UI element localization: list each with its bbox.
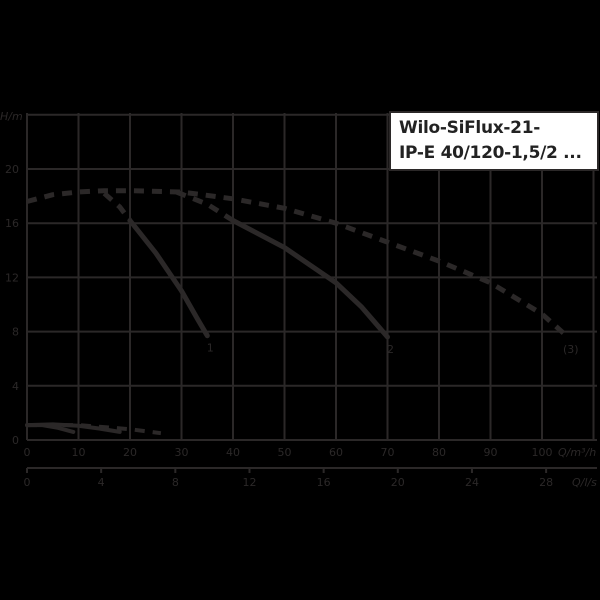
product-title-line2: IP-E 40/120-1,5/2 ... — [399, 141, 589, 166]
curve-label: (3) — [563, 343, 579, 356]
y-axis-label: H/m — [0, 110, 23, 123]
x2-tick-label: 4 — [98, 476, 105, 489]
x-tick-label: 30 — [175, 446, 189, 459]
y-tick-label: 12 — [5, 271, 19, 284]
x-tick-label: 90 — [484, 446, 498, 459]
x-tick-label: 0 — [24, 446, 31, 459]
x-axis-label: Q/m³/h — [558, 446, 596, 459]
x-tick-label: 50 — [278, 446, 292, 459]
x2-tick-label: 8 — [172, 476, 179, 489]
curve-1-dashed — [104, 193, 130, 220]
y-tick-label: 16 — [5, 217, 19, 230]
x-tick-label: 60 — [329, 446, 343, 459]
x2-tick-label: 20 — [391, 476, 405, 489]
x2-tick-label: 16 — [317, 476, 331, 489]
x-tick-label: 80 — [432, 446, 446, 459]
x2-tick-label: 24 — [465, 476, 479, 489]
curve-(3) — [27, 191, 568, 337]
y-tick-label: 0 — [12, 434, 19, 447]
performance-curves — [27, 191, 568, 434]
curve-labels: 1 2 (3) — [207, 342, 579, 356]
product-title-box: Wilo-SiFlux-21- IP-E 40/120-1,5/2 ... — [389, 111, 599, 171]
y-tick-label: 4 — [12, 380, 19, 393]
x2-tick-label: 28 — [539, 476, 553, 489]
x-tick-label: 20 — [123, 446, 137, 459]
x-tick-label: 40 — [226, 446, 240, 459]
x2-axis-label: Q/l/s — [572, 476, 597, 489]
product-title-line1: Wilo-SiFlux-21- — [399, 116, 589, 141]
y-tick-label: 8 — [12, 326, 19, 339]
x-tick-label: 100 — [532, 446, 553, 459]
x-tick-label: 10 — [72, 446, 86, 459]
pump-curve-chart: 048121620H/m0102030405060708090100Q/m³/h… — [0, 0, 600, 600]
x2-tick-label: 0 — [24, 476, 31, 489]
x-tick-label: 70 — [381, 446, 395, 459]
curve-label: 1 — [207, 342, 214, 355]
x2-tick-label: 12 — [242, 476, 256, 489]
y-tick-label: 20 — [5, 163, 19, 176]
curve-2 — [233, 221, 388, 338]
curve-label: 2 — [387, 343, 394, 356]
